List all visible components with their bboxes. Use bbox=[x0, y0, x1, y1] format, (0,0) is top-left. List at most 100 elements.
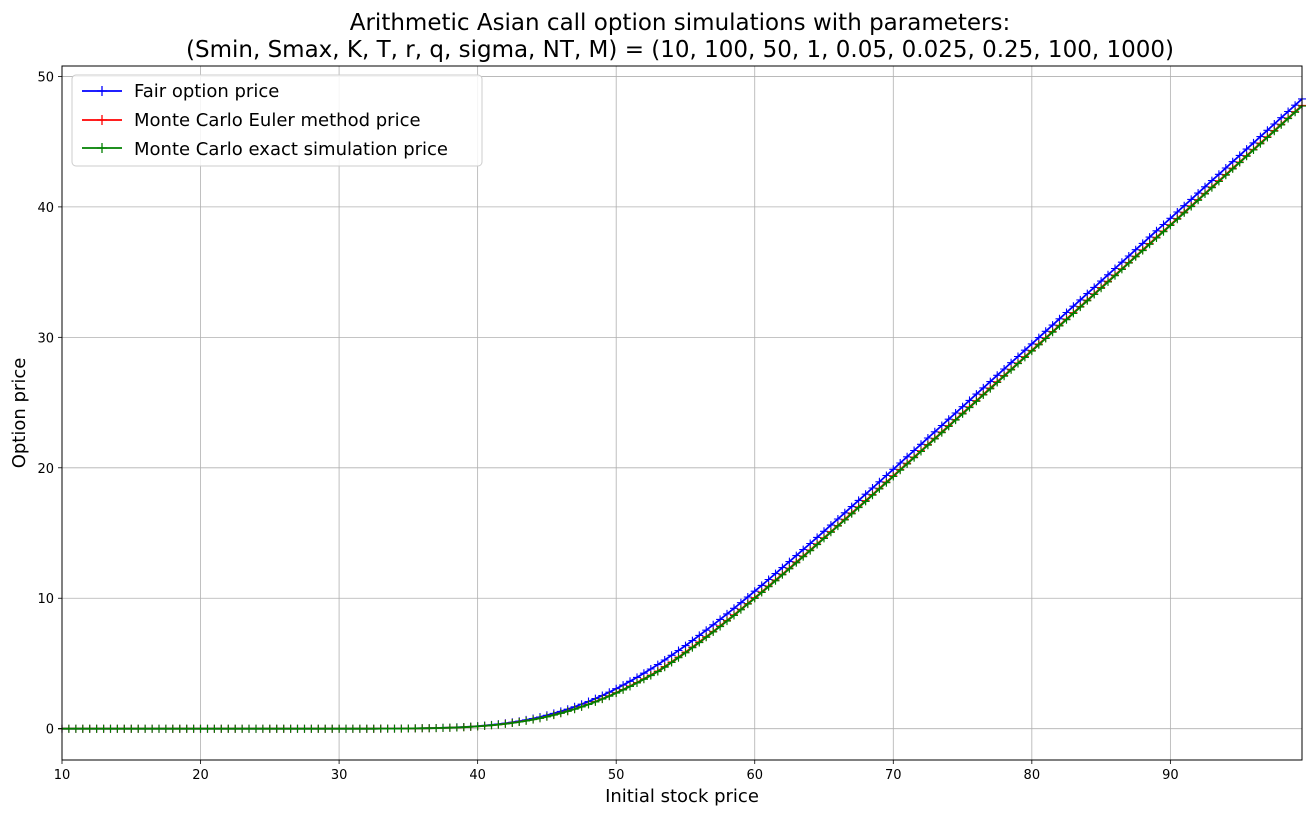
data-point bbox=[494, 720, 503, 729]
data-point bbox=[549, 711, 558, 720]
grid-lines bbox=[61, 66, 1302, 760]
data-point bbox=[743, 600, 752, 609]
data-point bbox=[736, 605, 745, 614]
data-point bbox=[335, 724, 344, 733]
data-point bbox=[716, 622, 725, 631]
data-point bbox=[1055, 321, 1064, 330]
data-point bbox=[1235, 158, 1244, 167]
data-point bbox=[487, 721, 496, 730]
data-point bbox=[910, 453, 919, 462]
data-point bbox=[1221, 171, 1230, 180]
data-point bbox=[882, 478, 891, 487]
x-tick-label: 50 bbox=[608, 768, 625, 783]
data-point bbox=[348, 724, 357, 733]
legend: Fair option price Monte Carlo Euler meth… bbox=[71, 74, 483, 167]
data-point bbox=[584, 700, 593, 709]
data-point bbox=[605, 692, 614, 701]
legend-label-euler: Monte Carlo Euler method price bbox=[134, 110, 421, 131]
data-point bbox=[432, 724, 441, 733]
data-point bbox=[785, 564, 794, 573]
data-point bbox=[141, 724, 150, 733]
data-point bbox=[411, 724, 420, 733]
y-tick-label: 50 bbox=[37, 70, 54, 85]
y-tick-label: 0 bbox=[46, 723, 54, 738]
data-point bbox=[972, 397, 981, 406]
data-point bbox=[362, 724, 371, 733]
x-tick-label: 30 bbox=[331, 768, 348, 783]
data-point bbox=[633, 679, 641, 687]
data-point bbox=[1228, 164, 1237, 173]
data-point bbox=[252, 724, 260, 733]
data-point bbox=[799, 552, 808, 561]
data-point bbox=[757, 588, 766, 597]
series-0 bbox=[58, 94, 1306, 733]
data-point bbox=[508, 719, 517, 727]
data-point bbox=[342, 724, 350, 733]
data-point bbox=[889, 472, 898, 481]
data-point bbox=[944, 422, 953, 431]
data-point bbox=[681, 648, 690, 657]
y-tick-label: 10 bbox=[37, 592, 54, 607]
data-point bbox=[903, 460, 912, 468]
data-point bbox=[612, 689, 621, 698]
data-point bbox=[840, 516, 849, 524]
data-point bbox=[1027, 347, 1036, 356]
data-point bbox=[418, 724, 427, 733]
data-point bbox=[591, 697, 600, 706]
data-point bbox=[750, 594, 759, 603]
data-point bbox=[563, 707, 572, 716]
data-point bbox=[258, 724, 267, 733]
data-point bbox=[383, 724, 392, 733]
data-point bbox=[1131, 252, 1140, 261]
data-point bbox=[203, 724, 212, 733]
data-point bbox=[577, 702, 586, 711]
data-point bbox=[452, 723, 461, 732]
data-point bbox=[189, 724, 198, 733]
data-point bbox=[1207, 183, 1216, 192]
data-point bbox=[99, 724, 108, 733]
data-point bbox=[1104, 278, 1112, 286]
x-tick-label: 40 bbox=[469, 768, 486, 783]
y-tick-label: 20 bbox=[37, 462, 54, 477]
x-tick-label: 20 bbox=[192, 768, 209, 783]
data-point bbox=[917, 447, 925, 456]
data-point bbox=[847, 509, 856, 518]
y-axis-label: Option price bbox=[9, 358, 30, 469]
x-axis-label: Initial stock price bbox=[605, 786, 759, 807]
data-point bbox=[425, 724, 434, 733]
data-point bbox=[854, 503, 863, 512]
data-point bbox=[1249, 146, 1258, 154]
data-point bbox=[155, 724, 163, 733]
data-point bbox=[1076, 303, 1085, 312]
y-tick-label: 40 bbox=[37, 201, 54, 216]
data-point bbox=[1007, 365, 1016, 374]
series-2 bbox=[58, 102, 1306, 733]
data-point bbox=[293, 724, 302, 733]
data-point bbox=[439, 723, 447, 732]
series-line bbox=[62, 98, 1303, 730]
data-point bbox=[529, 715, 538, 724]
data-point bbox=[709, 628, 718, 636]
data-point bbox=[355, 724, 364, 733]
data-point bbox=[826, 528, 835, 537]
data-point bbox=[1048, 328, 1057, 337]
data-point bbox=[127, 724, 136, 733]
data-point bbox=[120, 724, 129, 733]
data-point bbox=[1166, 221, 1175, 230]
data-point bbox=[965, 403, 974, 412]
data-point bbox=[168, 724, 177, 733]
data-point bbox=[404, 724, 413, 733]
legend-item-euler: Monte Carlo Euler method price bbox=[82, 110, 421, 131]
data-point bbox=[806, 546, 815, 555]
data-point bbox=[522, 716, 531, 725]
data-point bbox=[937, 428, 946, 437]
series-1 bbox=[58, 101, 1306, 733]
data-point bbox=[466, 722, 475, 731]
data-point bbox=[861, 497, 870, 506]
data-point bbox=[674, 653, 683, 662]
series-layer bbox=[58, 94, 1306, 733]
data-point bbox=[542, 712, 551, 721]
data-point bbox=[1242, 152, 1251, 161]
data-point bbox=[1111, 271, 1119, 280]
